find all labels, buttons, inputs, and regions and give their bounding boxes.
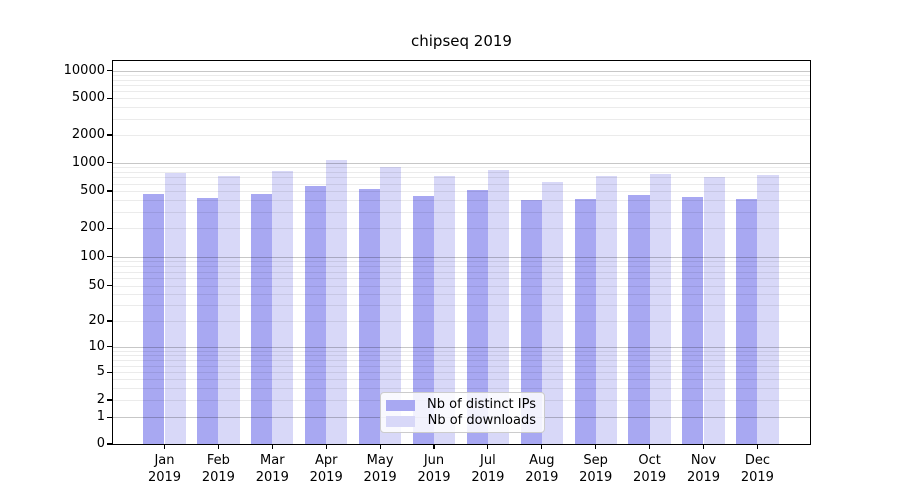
y-tick-mark <box>106 443 112 445</box>
gridline-major <box>113 162 810 164</box>
y-tick-label: 5 <box>96 364 105 380</box>
y-tick-mark <box>106 190 112 192</box>
gridline-minor <box>113 79 810 81</box>
x-tick-label: Jan 2019 <box>147 453 182 485</box>
bar-distinct-ips <box>143 193 165 444</box>
bar-downloads <box>272 170 294 444</box>
bar-distinct-ips <box>682 197 704 444</box>
y-tick-mark <box>106 320 112 322</box>
x-tick-mark <box>325 444 327 449</box>
y-tick-label: 10 <box>88 338 105 354</box>
plot-area: 0 1 2 5 10 20 50 100 200 500 1000 2000 5000 10000 Jan… <box>64 60 811 485</box>
y-tick-label: 10000 <box>63 62 105 78</box>
x-tick-label: Feb 2019 <box>201 453 235 485</box>
bar-distinct-ips <box>466 190 488 444</box>
x-tick-label: Jul 2019 <box>471 453 505 485</box>
x-tick-mark <box>756 444 758 449</box>
x-tick-mark <box>595 444 597 449</box>
bar-distinct-ips <box>736 198 758 444</box>
bar-downloads <box>434 176 456 444</box>
bar-distinct-ips <box>251 194 273 444</box>
y-tick-label: 20 <box>88 313 105 328</box>
gridline-minor <box>113 91 810 93</box>
x-tick-label: Mar 2019 <box>255 453 289 485</box>
bar-distinct-ips <box>520 200 542 444</box>
x-tick-label: Nov 2019 <box>686 453 721 485</box>
x-tick-label: Apr 2019 <box>309 453 343 485</box>
x-tick-label: Oct 2019 <box>633 453 667 485</box>
y-tick-label: 1 <box>96 409 105 425</box>
bar-downloads <box>757 174 779 444</box>
bar-downloads <box>218 176 240 444</box>
x-tick-mark <box>487 444 489 449</box>
legend-item-downloads: Nb of downloads <box>386 413 536 429</box>
y-tick-mark <box>106 97 112 99</box>
bar-downloads <box>649 173 671 444</box>
y-tick-mark <box>106 399 112 401</box>
y-tick-label: 5000 <box>71 90 105 106</box>
x-tick-mark <box>541 444 543 449</box>
x-tick-mark <box>379 444 381 449</box>
y-tick-mark <box>106 416 112 418</box>
gridline-minor <box>113 118 810 120</box>
gridline-minor <box>113 167 810 168</box>
x-tick-label: May 2019 <box>363 453 397 485</box>
y-tick-label: 200 <box>80 220 105 236</box>
y-tick-mark <box>106 256 112 258</box>
bar-downloads <box>164 172 186 444</box>
gridline-major <box>113 70 810 72</box>
x-tick-label: Dec 2019 <box>740 453 774 485</box>
x-tick-mark <box>271 444 273 449</box>
y-tick-mark <box>106 227 112 229</box>
legend-item-distinct-ips: Nb of distinct IPs <box>386 397 536 413</box>
gridline-minor <box>113 135 810 136</box>
y-tick-mark <box>106 70 112 72</box>
x-tick-label: Sep 2019 <box>579 453 613 485</box>
bar-distinct-ips <box>358 188 381 444</box>
legend: Nb of distinct IPs Nb of downloads <box>380 392 545 433</box>
y-tick-mark <box>106 346 112 348</box>
bar-distinct-ips <box>628 195 650 444</box>
x-tick-mark <box>702 444 705 449</box>
bar-downloads <box>703 176 725 444</box>
x-tick-mark <box>217 444 219 449</box>
bar-downloads <box>595 176 617 444</box>
y-tick-mark <box>106 134 112 136</box>
gridline-minor <box>113 171 810 173</box>
gridline-minor <box>113 98 810 100</box>
x-tick-label: Jun 2019 <box>417 453 451 485</box>
bar-distinct-ips <box>574 199 596 444</box>
x-tick-mark <box>649 444 651 449</box>
bar-downloads <box>380 167 402 444</box>
y-tick-label: 100 <box>80 248 105 264</box>
gridline-minor <box>113 107 810 109</box>
bar-downloads <box>541 181 563 444</box>
x-tick-label: Aug 2019 <box>525 453 559 485</box>
y-tick-label: 0 <box>96 436 105 451</box>
y-tick-mark <box>106 162 112 164</box>
bar-downloads <box>326 160 348 444</box>
y-tick-mark <box>106 371 112 373</box>
y-tick-label: 50 <box>88 277 105 293</box>
bar-downloads <box>487 170 510 444</box>
legend-label-distinct-ips: Nb of distinct IPs <box>427 397 536 412</box>
chart-title: chipseq 2019 <box>411 32 512 50</box>
y-tick-mark <box>106 285 112 287</box>
y-tick-label: 1000 <box>71 154 105 170</box>
legend-swatch-downloads <box>386 415 415 427</box>
x-tick-mark <box>433 444 435 449</box>
y-tick-label: 2000 <box>71 127 105 142</box>
bar-distinct-ips <box>197 197 219 444</box>
legend-label-downloads: Nb of downloads <box>427 413 536 428</box>
gridline-minor <box>113 74 810 76</box>
gridline-minor <box>113 84 810 86</box>
x-tick-mark <box>163 444 166 449</box>
bar-distinct-ips <box>305 186 327 444</box>
y-tick-label: 2 <box>96 392 105 407</box>
legend-swatch-distinct-ips <box>386 399 415 411</box>
bar-distinct-ips <box>412 196 434 444</box>
y-tick-label: 500 <box>80 183 105 198</box>
